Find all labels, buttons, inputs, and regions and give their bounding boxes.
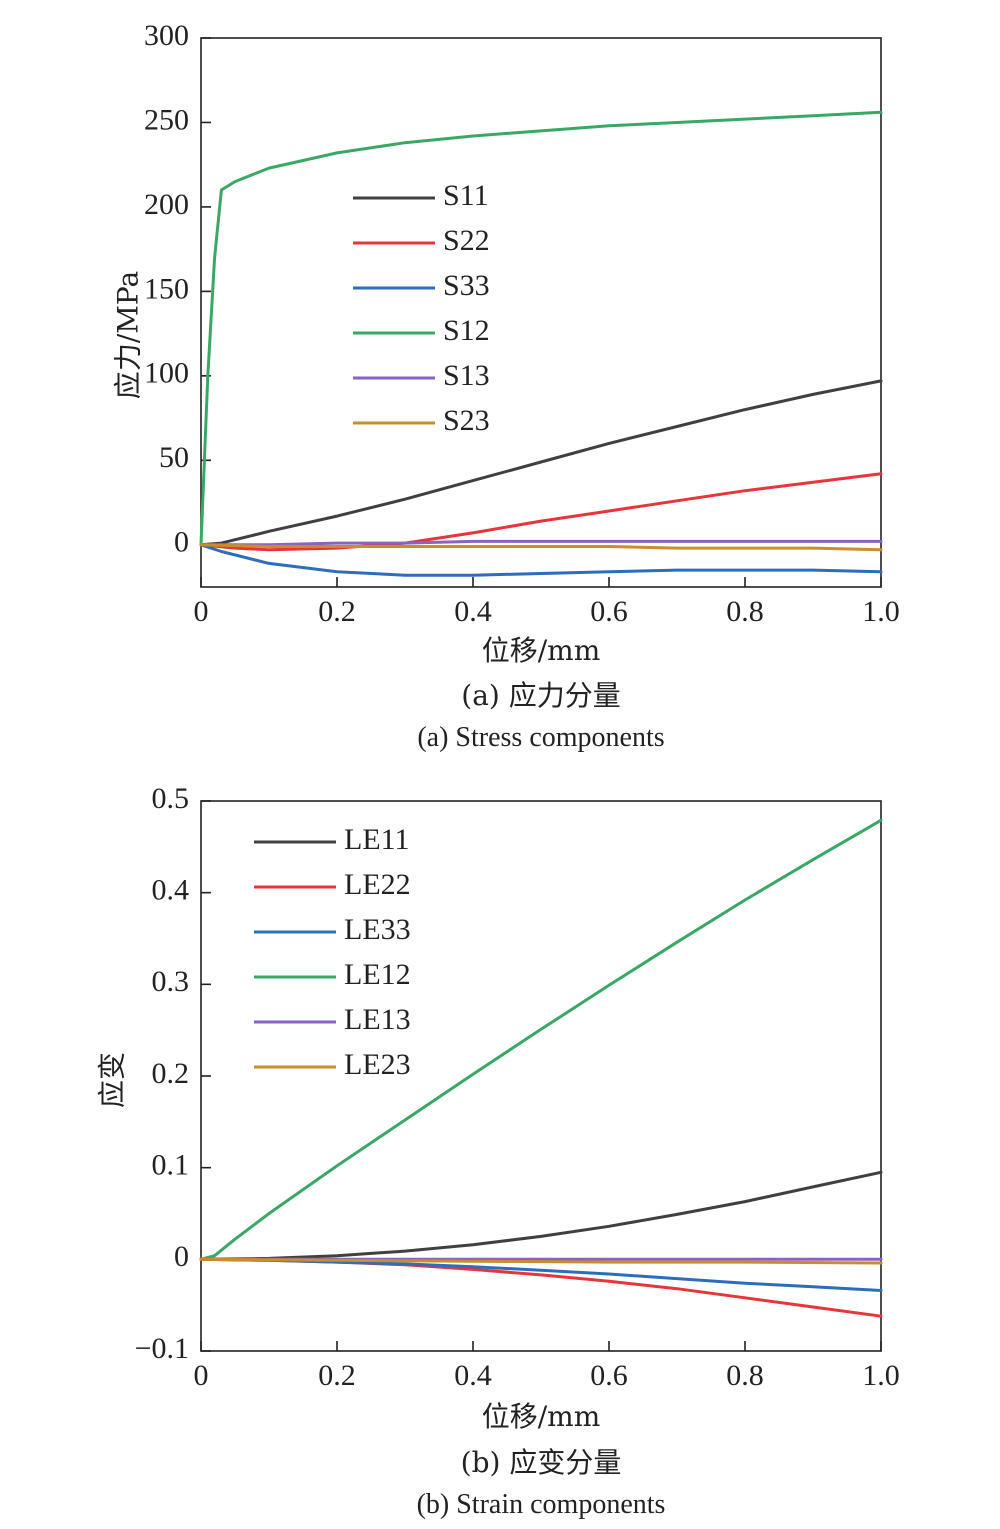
y-tick-label: −0.1 bbox=[135, 1332, 189, 1365]
x-ticks-strain: 0 0.2 0.4 0.6 0.8 1.0 bbox=[194, 1341, 900, 1392]
y-ticks-strain: −0.1 0 0.1 0.2 0.3 0.4 0.5 bbox=[135, 782, 211, 1365]
x-tick-label: 0.2 bbox=[318, 595, 356, 628]
y-ticks-stress: 0 50 100 150 200 250 300 bbox=[144, 19, 211, 559]
series-lines-stress bbox=[199, 110, 883, 577]
x-axis-label-stress: 位移/mm bbox=[482, 634, 601, 667]
y-tick-label: 0.5 bbox=[152, 782, 190, 815]
y-tick-label: 100 bbox=[144, 357, 189, 390]
x-tick-label: 0.4 bbox=[454, 595, 492, 628]
x-tick-label: 0.8 bbox=[726, 1359, 764, 1392]
y-tick-label: 0 bbox=[174, 1240, 189, 1273]
x-axis-label-strain: 位移/mm bbox=[482, 1400, 601, 1433]
x-tick-label: 0 bbox=[194, 1359, 209, 1392]
y-tick-label: 50 bbox=[159, 441, 189, 474]
legend-label-s22: S22 bbox=[443, 224, 490, 257]
y-tick-label: 0.1 bbox=[152, 1149, 190, 1182]
legend-label-le33: LE33 bbox=[344, 913, 411, 946]
series-line-le23 bbox=[199, 1257, 883, 1265]
series-line-le11 bbox=[199, 1170, 883, 1261]
legend-label-s33: S33 bbox=[443, 269, 490, 302]
y-tick-label: 150 bbox=[144, 272, 189, 305]
x-tick-label: 0.6 bbox=[590, 595, 628, 628]
series-line-s23 bbox=[199, 543, 883, 552]
x-tick-label: 0.8 bbox=[726, 595, 764, 628]
y-tick-label: 0 bbox=[174, 526, 189, 559]
y-axis-label-strain: 应变 bbox=[96, 1052, 129, 1108]
y-tick-label: 0.3 bbox=[152, 965, 190, 998]
series-line-le12 bbox=[199, 818, 883, 1261]
x-tick-label: 0.2 bbox=[318, 1359, 356, 1392]
caption-cn-strain: (b) 应变分量 bbox=[461, 1446, 622, 1479]
legend-label-s11: S11 bbox=[443, 179, 489, 212]
series-line-s13 bbox=[199, 539, 883, 547]
y-tick-label: 200 bbox=[144, 188, 189, 221]
y-tick-label: 0.4 bbox=[152, 874, 190, 907]
legend-label-le23: LE23 bbox=[344, 1048, 411, 1081]
series-line-s22 bbox=[199, 472, 883, 552]
legend-label-s12: S12 bbox=[443, 314, 490, 347]
legend-label-le11: LE11 bbox=[344, 823, 410, 856]
legend-label-le22: LE22 bbox=[344, 868, 411, 901]
y-tick-label: 0.2 bbox=[152, 1057, 190, 1090]
legend-strain: LE11 LE22 LE33 LE12 LE13 LE23 bbox=[254, 823, 411, 1081]
y-axis-label-stress: 应力/MPa bbox=[112, 271, 145, 399]
y-tick-label: 300 bbox=[144, 19, 189, 52]
x-tick-label: 1.0 bbox=[862, 595, 900, 628]
series-line-s11 bbox=[199, 379, 883, 547]
plot-area-strain bbox=[200, 800, 882, 1352]
caption-cn-stress: (a) 应力分量 bbox=[461, 679, 620, 712]
legend-label-le12: LE12 bbox=[344, 958, 411, 991]
caption-en-strain: (b) Strain components bbox=[417, 1489, 666, 1520]
x-tick-label: 0.6 bbox=[590, 1359, 628, 1392]
caption-en-stress: (a) Stress components bbox=[417, 722, 664, 753]
series-line-s33 bbox=[199, 543, 883, 577]
legend-label-le13: LE13 bbox=[344, 1003, 411, 1036]
legend-label-s23: S23 bbox=[443, 404, 490, 437]
x-tick-label: 1.0 bbox=[862, 1359, 900, 1392]
legend-label-s13: S13 bbox=[443, 359, 490, 392]
x-tick-label: 0 bbox=[194, 595, 209, 628]
x-tick-label: 0.4 bbox=[454, 1359, 492, 1392]
series-line-s12 bbox=[199, 110, 883, 547]
x-ticks-stress: 0 0.2 0.4 0.6 0.8 1.0 bbox=[194, 577, 900, 628]
series-lines-strain bbox=[199, 818, 883, 1318]
series-line-le22 bbox=[199, 1257, 883, 1318]
plot-area-stress bbox=[200, 37, 882, 588]
chart-strain: −0.100.10.20.30.40.5 0 0.2 0.4 0.6 0.8 1.0 LE… bbox=[96, 782, 900, 1520]
legend-stress: S11 S22 S33 S12 S13 S23 bbox=[353, 179, 490, 437]
y-tick-label: 250 bbox=[144, 103, 189, 136]
